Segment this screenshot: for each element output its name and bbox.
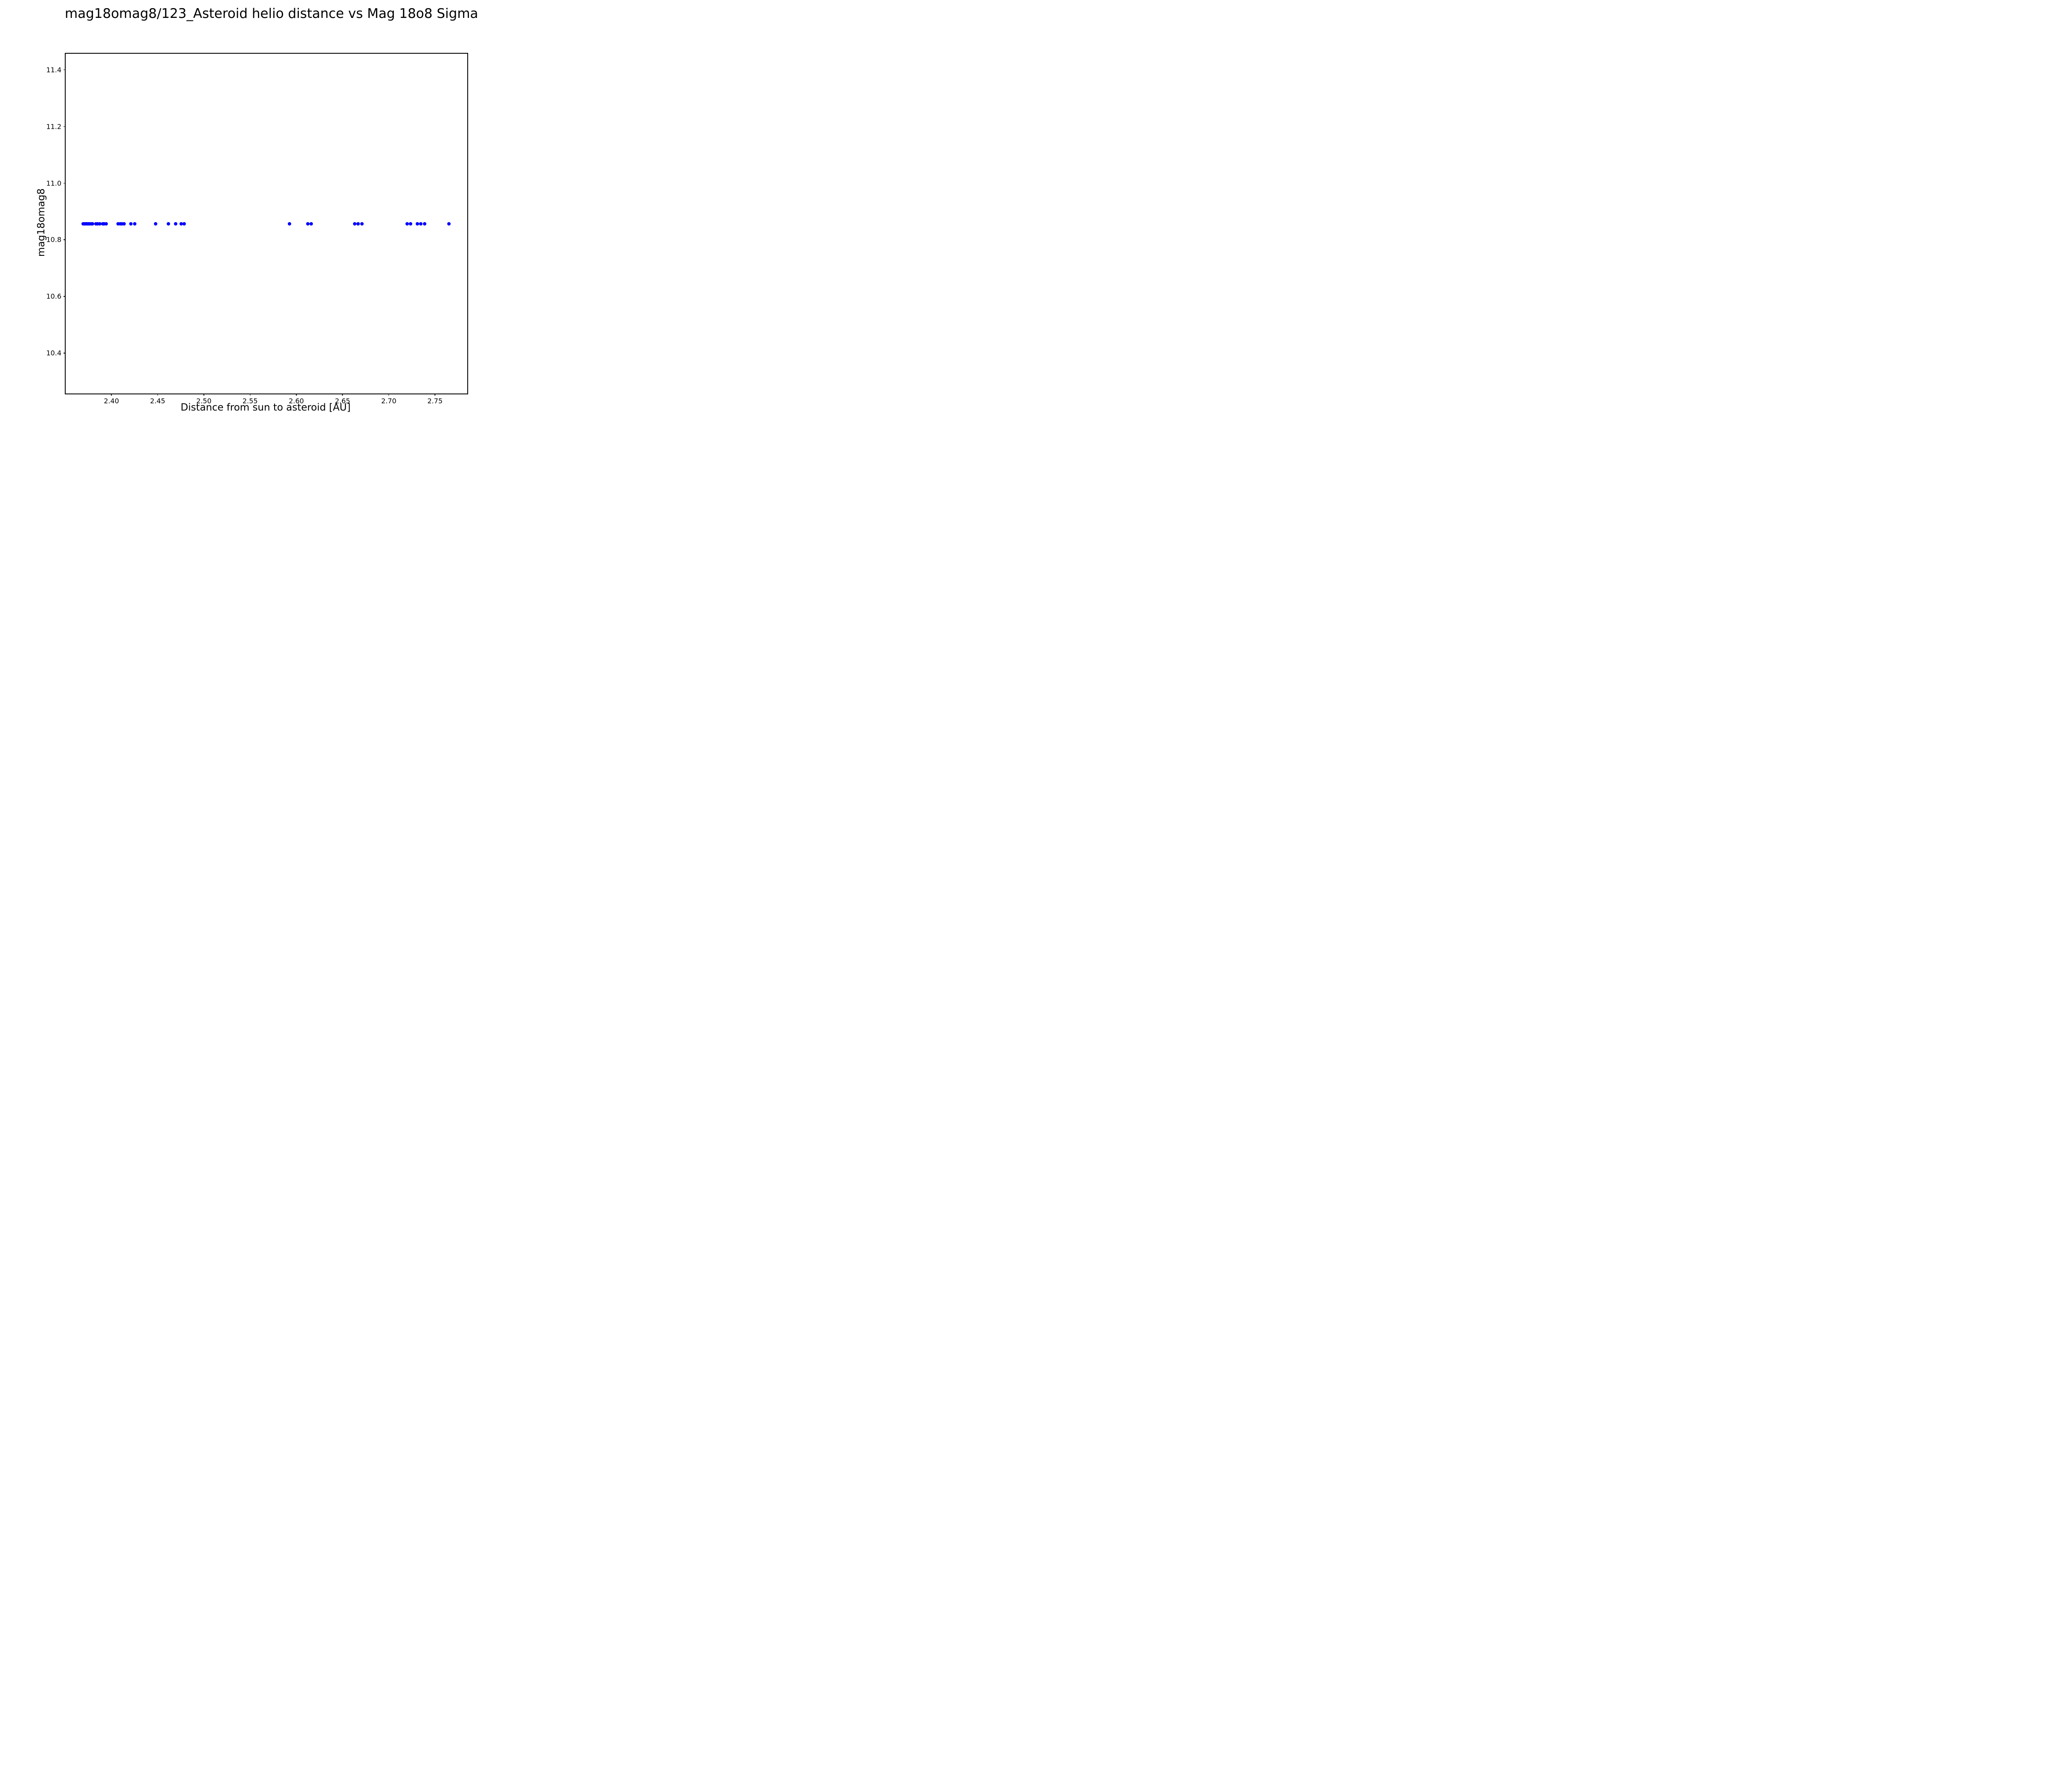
scatter-point bbox=[133, 222, 136, 226]
x-axis-tick-label: 2.40 bbox=[104, 397, 119, 405]
scatter-point bbox=[179, 222, 183, 226]
y-axis-tick-label: 10.6 bbox=[46, 292, 61, 301]
x-axis-tick-mark bbox=[111, 394, 112, 396]
x-axis-tick-label: 2.75 bbox=[427, 397, 443, 405]
y-axis-tick-label: 10.8 bbox=[46, 235, 61, 244]
plot-area: 2.40 2.45 2.50 2.55 2.60 2.65 2.70 2.75 10.4 10.6… bbox=[46, 53, 468, 405]
x-axis-tick-mark bbox=[388, 394, 389, 396]
y-axis-tick-label: 11.4 bbox=[46, 66, 61, 74]
x-axis-tick-mark bbox=[342, 394, 343, 396]
scatter-point bbox=[120, 222, 124, 226]
scatter-point bbox=[174, 222, 178, 226]
x-axis-tick-mark bbox=[157, 394, 158, 396]
y-axis-label: mag18omag8 bbox=[36, 188, 47, 257]
scatter-point bbox=[129, 222, 133, 226]
x-axis-tick-label: 2.45 bbox=[150, 397, 165, 405]
scatter-point bbox=[405, 222, 409, 226]
x-axis-tick-mark bbox=[203, 394, 204, 396]
x-axis-tick-mark bbox=[296, 394, 297, 396]
scatter-point bbox=[153, 222, 157, 226]
x-axis-tick-label: 2.55 bbox=[242, 397, 258, 405]
scatter-point bbox=[167, 222, 171, 226]
y-axis-tick-label: 10.4 bbox=[46, 349, 61, 357]
x-axis-tick-mark bbox=[249, 394, 251, 396]
scatter-point bbox=[447, 222, 451, 226]
y-axis-tick-mark bbox=[64, 69, 66, 70]
scatter-point bbox=[182, 222, 186, 226]
scatter-point bbox=[416, 222, 420, 226]
y-axis-tick-mark bbox=[64, 126, 66, 127]
scatter-point bbox=[104, 222, 108, 226]
scatter-point bbox=[98, 222, 101, 226]
scatter-point bbox=[95, 222, 99, 226]
x-axis-tick-mark bbox=[434, 394, 436, 396]
x-axis-tick-label: 2.65 bbox=[335, 397, 350, 405]
scatter-point bbox=[306, 222, 310, 226]
chart-title: mag18omag8/123_Asteroid helio distance v… bbox=[65, 6, 478, 21]
scatter-point bbox=[353, 222, 356, 226]
y-axis-tick-label: 11.0 bbox=[46, 179, 61, 188]
scatter-point bbox=[310, 222, 313, 226]
scatter-point bbox=[288, 222, 292, 226]
scatter-point bbox=[423, 222, 426, 226]
scatter-point bbox=[91, 222, 95, 226]
scatter-point bbox=[409, 222, 413, 226]
scatter-point bbox=[122, 222, 126, 226]
figure-canvas: mag18omag8/123_Asteroid helio distance v… bbox=[0, 0, 518, 441]
x-axis-label: Distance from sun to asteroid [AU] bbox=[180, 402, 351, 413]
x-axis-tick-label: 2.70 bbox=[381, 397, 396, 405]
scatter-point bbox=[356, 222, 360, 226]
scatter-point bbox=[102, 222, 106, 226]
scatter-point bbox=[118, 222, 122, 226]
y-axis-tick-label: 11.2 bbox=[46, 122, 61, 131]
x-axis-tick-label: 2.50 bbox=[196, 397, 211, 405]
scatter-point bbox=[360, 222, 364, 226]
scatter-point bbox=[116, 222, 120, 226]
scatter-point bbox=[419, 222, 423, 226]
x-axis-tick-label: 2.60 bbox=[289, 397, 304, 405]
y-axis-tick-mark bbox=[64, 296, 66, 297]
y-axis-tick-mark bbox=[64, 182, 66, 184]
